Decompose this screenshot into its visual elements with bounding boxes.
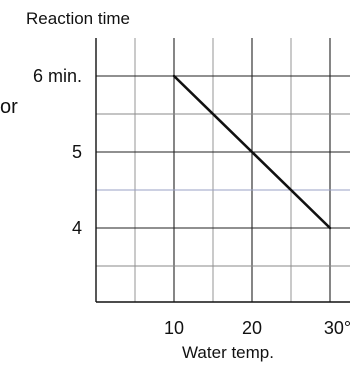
- x-axis-label: Water temp.: [182, 343, 274, 362]
- x-tick-label-2: 30°C: [324, 318, 350, 338]
- x-tick-labels: 10 20 30°C: [164, 318, 350, 338]
- series-layer: [172, 74, 332, 230]
- series-line-0: [172, 74, 332, 230]
- y-tick-label-1: 5: [72, 142, 82, 162]
- x-tick-label-1: 20: [242, 318, 262, 338]
- y-tick-label-0: 6 min.: [33, 66, 82, 86]
- grid: [96, 38, 350, 302]
- chart-title: Reaction time: [26, 9, 130, 28]
- y-tick-label-2: 4: [72, 218, 82, 238]
- cropped-side-text: or: [0, 96, 18, 118]
- x-tick-label-0: 10: [164, 318, 184, 338]
- y-tick-labels: 6 min. 5 4: [33, 66, 82, 238]
- axes: [95, 38, 350, 303]
